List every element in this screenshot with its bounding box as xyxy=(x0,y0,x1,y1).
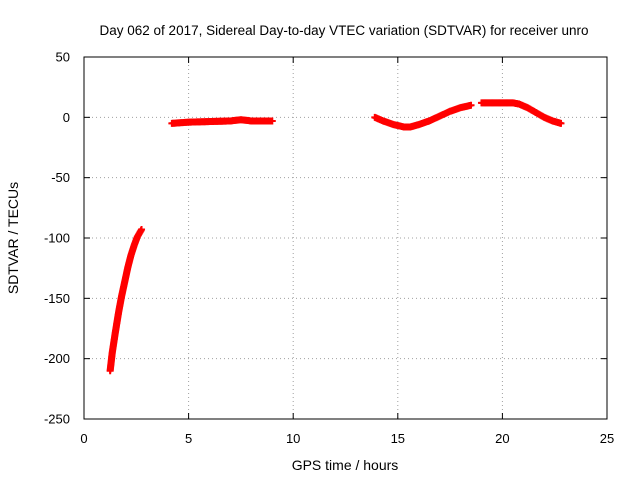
chart-title: Day 062 of 2017, Sidereal Day-to-day VTE… xyxy=(100,23,589,38)
y-tick-label: 50 xyxy=(56,50,70,65)
x-tick-label: 25 xyxy=(600,431,614,446)
data-point xyxy=(557,119,565,127)
y-axis-label: SDTVAR / TECUs xyxy=(5,182,21,294)
y-tick-label: 0 xyxy=(63,110,70,125)
x-tick-label: 5 xyxy=(185,431,192,446)
x-tick-label: 15 xyxy=(391,431,405,446)
grid xyxy=(84,57,607,419)
y-tick-label: -150 xyxy=(44,291,70,306)
x-axis-label: GPS time / hours xyxy=(292,457,399,473)
tick-labels: 0 5 10 15 20 25 -250 -200 -150 -100 -50 0 50 xyxy=(44,50,614,447)
axis-ticks xyxy=(83,56,608,420)
y-tick-label: -50 xyxy=(51,170,70,185)
data-points xyxy=(106,99,565,375)
y-tick-label: -250 xyxy=(44,412,70,427)
x-tick-label: 0 xyxy=(80,431,87,446)
data-point xyxy=(467,101,475,109)
y-tick-label: -100 xyxy=(44,231,70,246)
data-point xyxy=(268,117,276,125)
data-point xyxy=(138,226,146,234)
y-tick-label: -200 xyxy=(44,351,70,366)
x-tick-label: 10 xyxy=(286,431,300,446)
x-tick-label: 20 xyxy=(495,431,509,446)
